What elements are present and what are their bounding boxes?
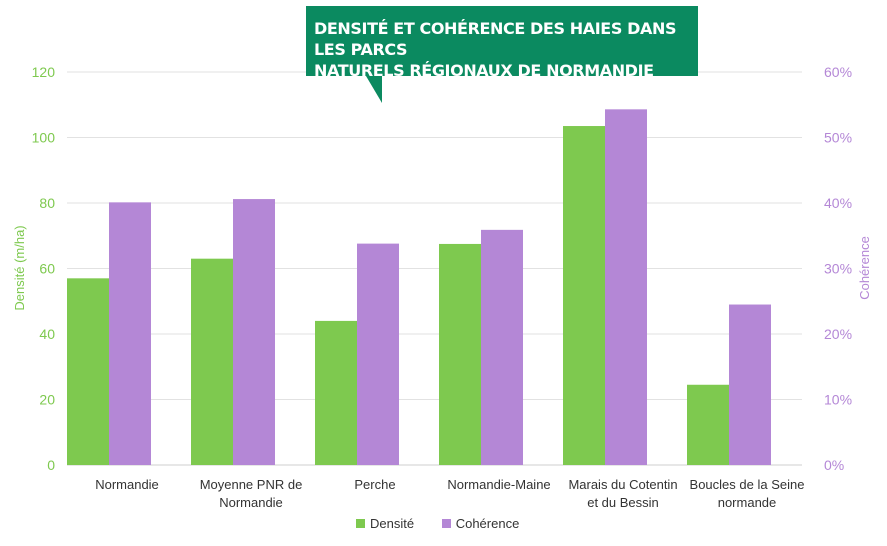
legend-label-coherence: Cohérence: [455, 516, 520, 531]
legend-item-coherence: Cohérence: [441, 516, 520, 531]
bar-density: [439, 243, 481, 465]
bar-density: [687, 384, 729, 465]
y-tick-label-left: 40: [39, 326, 55, 342]
x-tick-label: Normandie-Maine: [447, 477, 550, 492]
bar-density: [563, 126, 605, 465]
y-tick-label-left: 120: [32, 64, 56, 80]
y-tick-label-right: 0%: [824, 457, 844, 473]
bar-coherence: [357, 243, 399, 465]
title-callout-pointer: [366, 76, 382, 103]
x-tick-label: Normandie: [219, 495, 283, 510]
bar-density: [191, 258, 233, 465]
y-tick-label-right: 10%: [824, 392, 852, 408]
legend-item-density: Densité: [356, 516, 414, 531]
legend-label-density: Densité: [370, 516, 415, 531]
chart-title: DENSITÉ ET COHÉRENCE DES HAIES DANS LES …: [306, 6, 698, 80]
x-tick-label: Normandie: [95, 477, 159, 492]
bar-coherence: [729, 304, 771, 465]
y-tick-label-left: 80: [39, 195, 55, 211]
x-tick-label: Boucles de la Seine: [690, 477, 805, 492]
bar-density: [315, 320, 357, 465]
y-axis-title-left: Densité (m/ha): [12, 225, 27, 310]
chart-title-line-1: DENSITÉ ET COHÉRENCE DES HAIES DANS LES …: [314, 19, 677, 59]
y-tick-label-right: 20%: [824, 326, 852, 342]
chart-title-line-2: NATURELS RÉGIONAUX DE NORMANDIE: [314, 61, 654, 80]
y-axis-title-right: Cohérence: [857, 236, 872, 300]
bar-density: [67, 278, 109, 465]
y-tick-label-left: 100: [32, 130, 56, 146]
legend: Densité Cohérence: [356, 516, 543, 531]
y-tick-label-left: 60: [39, 261, 55, 277]
legend-swatch-density: [356, 519, 365, 528]
y-tick-label-left: 0: [47, 457, 55, 473]
y-tick-label-right: 30%: [824, 261, 852, 277]
y-tick-label-right: 50%: [824, 130, 852, 146]
bar-coherence: [109, 202, 151, 465]
y-tick-label-left: 20: [39, 392, 55, 408]
bar-coherence: [605, 109, 647, 466]
y-tick-label-right: 40%: [824, 195, 852, 211]
x-tick-label: Moyenne PNR de: [200, 477, 303, 492]
bar-coherence: [481, 229, 523, 465]
x-tick-label: Marais du Cotentin: [568, 477, 677, 492]
bar-coherence: [233, 199, 275, 465]
x-tick-label: et du Bessin: [587, 495, 659, 510]
legend-swatch-coherence: [441, 519, 451, 528]
x-tick-label: Perche: [354, 477, 395, 492]
y-tick-label-right: 60%: [824, 64, 852, 80]
x-tick-label: normande: [718, 495, 777, 510]
